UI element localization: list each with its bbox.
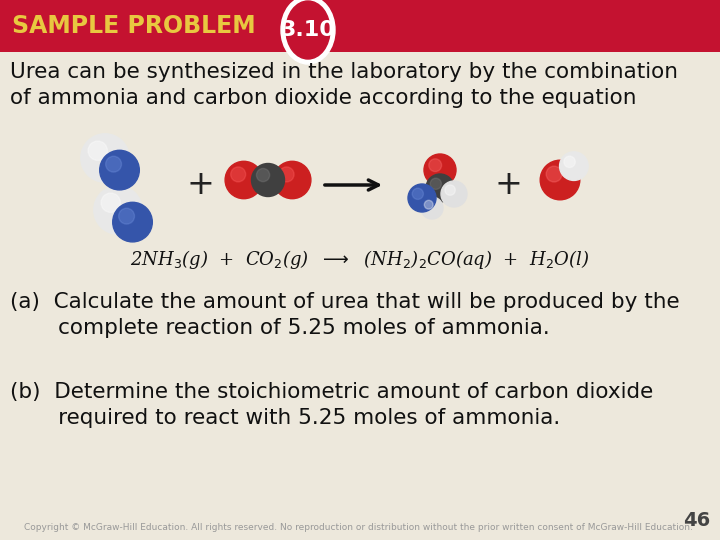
Text: Urea can be synthesized in the laboratory by the combination: Urea can be synthesized in the laborator… bbox=[10, 62, 678, 82]
Circle shape bbox=[445, 185, 455, 195]
Circle shape bbox=[99, 150, 140, 190]
Text: +: + bbox=[494, 168, 522, 201]
Circle shape bbox=[113, 202, 153, 242]
Circle shape bbox=[431, 178, 441, 190]
Circle shape bbox=[94, 186, 142, 234]
Circle shape bbox=[81, 134, 129, 182]
Text: 46: 46 bbox=[683, 511, 711, 530]
Circle shape bbox=[88, 141, 107, 160]
Circle shape bbox=[424, 154, 456, 186]
Text: +: + bbox=[186, 168, 214, 201]
Ellipse shape bbox=[281, 0, 335, 64]
Circle shape bbox=[424, 200, 433, 209]
Circle shape bbox=[426, 174, 454, 202]
Circle shape bbox=[441, 181, 467, 207]
Circle shape bbox=[274, 161, 311, 199]
Circle shape bbox=[106, 156, 122, 172]
Circle shape bbox=[279, 167, 294, 182]
Circle shape bbox=[421, 197, 443, 219]
Circle shape bbox=[540, 160, 580, 200]
Text: SAMPLE PROBLEM: SAMPLE PROBLEM bbox=[12, 14, 256, 38]
Text: of ammonia and carbon dioxide according to the equation: of ammonia and carbon dioxide according … bbox=[10, 88, 636, 108]
Ellipse shape bbox=[286, 1, 330, 59]
Circle shape bbox=[225, 161, 263, 199]
Circle shape bbox=[101, 193, 120, 212]
Circle shape bbox=[429, 159, 441, 172]
Text: (a)  Calculate the amount of urea that will be produced by the: (a) Calculate the amount of urea that wi… bbox=[10, 292, 680, 312]
Circle shape bbox=[546, 166, 562, 182]
Text: 2NH$_3$(g)  +  CO$_2$(g)  $\longrightarrow$  (NH$_2$)$_2$CO(aq)  +  H$_2$O(l): 2NH$_3$(g) + CO$_2$(g) $\longrightarrow$… bbox=[130, 248, 590, 271]
Circle shape bbox=[408, 184, 436, 212]
Circle shape bbox=[412, 188, 423, 199]
Text: 3.10: 3.10 bbox=[281, 20, 336, 40]
Circle shape bbox=[256, 168, 270, 181]
Text: required to react with 5.25 moles of ammonia.: required to react with 5.25 moles of amm… bbox=[10, 408, 560, 428]
Text: (b)  Determine the stoichiometric amount of carbon dioxide: (b) Determine the stoichiometric amount … bbox=[10, 382, 653, 402]
Circle shape bbox=[564, 156, 575, 167]
Text: complete reaction of 5.25 moles of ammonia.: complete reaction of 5.25 moles of ammon… bbox=[10, 318, 550, 338]
Text: Copyright © McGraw-Hill Education. All rights reserved. No reproduction or distr: Copyright © McGraw-Hill Education. All r… bbox=[24, 523, 693, 532]
Circle shape bbox=[230, 167, 246, 182]
Circle shape bbox=[251, 164, 284, 197]
Circle shape bbox=[559, 152, 588, 180]
Circle shape bbox=[119, 208, 135, 224]
Bar bbox=[0, 0, 720, 52]
